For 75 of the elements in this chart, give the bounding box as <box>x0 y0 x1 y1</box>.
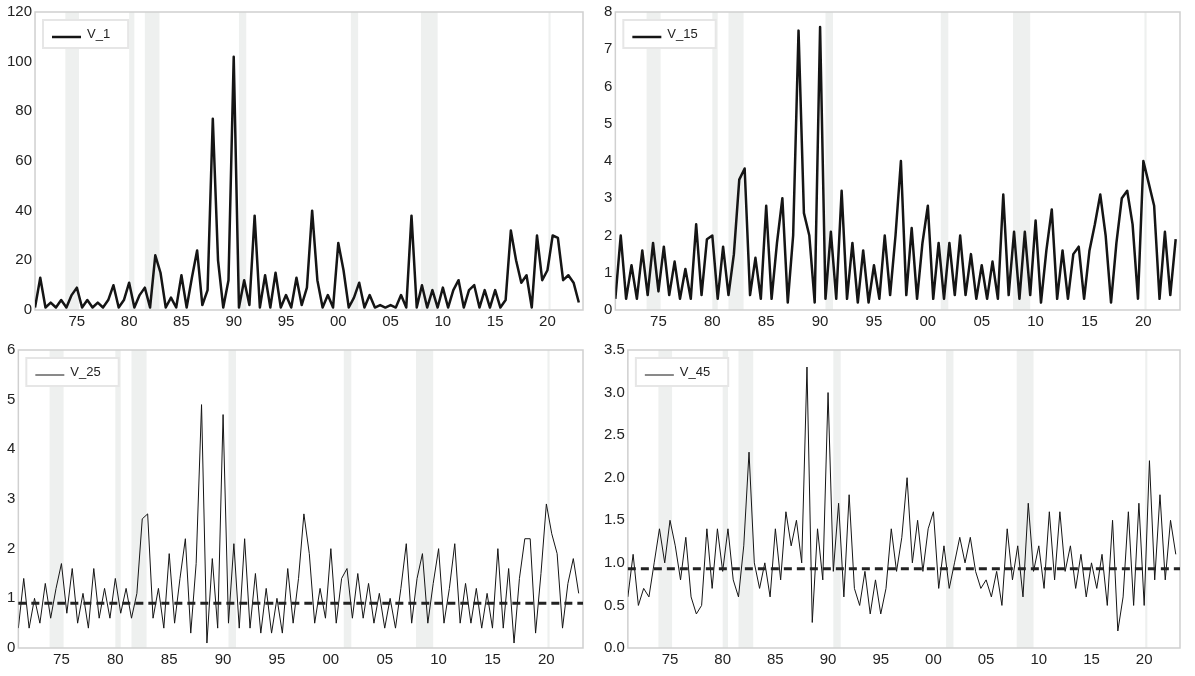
y-tick-label: 0 <box>604 300 613 318</box>
y-tick-label: 7 <box>604 39 613 57</box>
y-tick-label: 2 <box>7 538 16 556</box>
y-tick-label: 1 <box>7 588 16 606</box>
y-tick-label: 80 <box>15 101 33 119</box>
y-tick-label: 2.0 <box>603 467 625 485</box>
y-tick-label: 6 <box>604 76 613 94</box>
y-tick-label: 120 <box>7 2 33 20</box>
x-tick-label: 75 <box>661 650 679 668</box>
x-tick-label: 15 <box>486 312 504 330</box>
x-tick-label: 10 <box>434 312 452 330</box>
y-tick-label: 6 <box>7 340 16 358</box>
x-tick-label: 05 <box>382 312 399 330</box>
x-tick-label: 20 <box>1135 312 1152 330</box>
y-tick-label: 2.5 <box>603 425 625 443</box>
y-tick-label: 8 <box>604 2 613 20</box>
x-tick-label: 85 <box>767 650 784 668</box>
x-tick-label: 20 <box>1135 650 1153 668</box>
y-tick-label: 1.5 <box>603 510 625 528</box>
x-tick-label: 75 <box>53 650 70 668</box>
x-tick-label: 95 <box>872 650 890 668</box>
x-tick-label: 10 <box>430 650 447 668</box>
y-tick-label: 0 <box>23 300 33 318</box>
y-tick-label: 20 <box>15 250 33 268</box>
x-tick-label: 15 <box>1081 312 1098 330</box>
y-tick-label: 100 <box>7 51 33 69</box>
x-tick-label: 00 <box>329 312 347 330</box>
x-tick-label: 90 <box>819 650 837 668</box>
x-tick-label: 75 <box>650 312 667 330</box>
y-tick-label: 2 <box>604 225 613 243</box>
y-tick-label: 60 <box>15 151 33 169</box>
x-tick-label: 05 <box>973 312 991 330</box>
x-tick-label: 05 <box>977 650 995 668</box>
y-tick-label: 40 <box>15 200 33 218</box>
x-tick-label: 95 <box>268 650 286 668</box>
y-tick-label: 4 <box>604 151 613 169</box>
y-tick-label: 5 <box>7 389 16 407</box>
y-tick-label: 1 <box>604 262 613 280</box>
x-tick-label: 95 <box>277 312 295 330</box>
legend-label: V_15 <box>667 25 698 41</box>
x-tick-label: 80 <box>714 650 732 668</box>
y-tick-label: 4 <box>7 439 16 457</box>
x-tick-label: 90 <box>811 312 829 330</box>
x-tick-label: 00 <box>322 650 340 668</box>
x-tick-label: 05 <box>376 650 394 668</box>
x-tick-label: 75 <box>68 312 86 330</box>
legend-label: V_45 <box>679 363 711 379</box>
x-tick-label: 90 <box>225 312 243 330</box>
x-tick-label: 80 <box>703 312 721 330</box>
y-tick-label: 0.5 <box>603 595 625 613</box>
y-tick-label: 0 <box>7 638 16 656</box>
x-tick-label: 85 <box>160 650 178 668</box>
legend-label: V_25 <box>70 363 101 379</box>
x-tick-label: 95 <box>865 312 883 330</box>
y-tick-label: 3.0 <box>603 382 625 400</box>
x-tick-label: 10 <box>1027 312 1044 330</box>
x-tick-label: 15 <box>1083 650 1100 668</box>
x-tick-label: 15 <box>484 650 501 668</box>
y-tick-label: 1.0 <box>603 553 625 570</box>
x-tick-label: 00 <box>919 312 937 330</box>
x-tick-label: 20 <box>539 312 556 330</box>
x-tick-label: 20 <box>538 650 555 668</box>
x-tick-label: 10 <box>1030 650 1048 668</box>
legend-label: V_1 <box>87 25 111 41</box>
x-tick-label: 00 <box>925 650 942 668</box>
y-tick-label: 3 <box>7 489 16 507</box>
y-tick-label: 3.5 <box>603 340 625 358</box>
x-tick-label: 80 <box>120 312 138 330</box>
x-tick-label: 90 <box>214 650 232 668</box>
y-tick-label: 0.0 <box>603 638 625 656</box>
y-tick-label: 3 <box>604 188 613 206</box>
x-tick-label: 85 <box>757 312 775 330</box>
x-tick-label: 80 <box>106 650 124 668</box>
x-tick-label: 85 <box>173 312 190 330</box>
y-tick-label: 5 <box>604 113 613 131</box>
